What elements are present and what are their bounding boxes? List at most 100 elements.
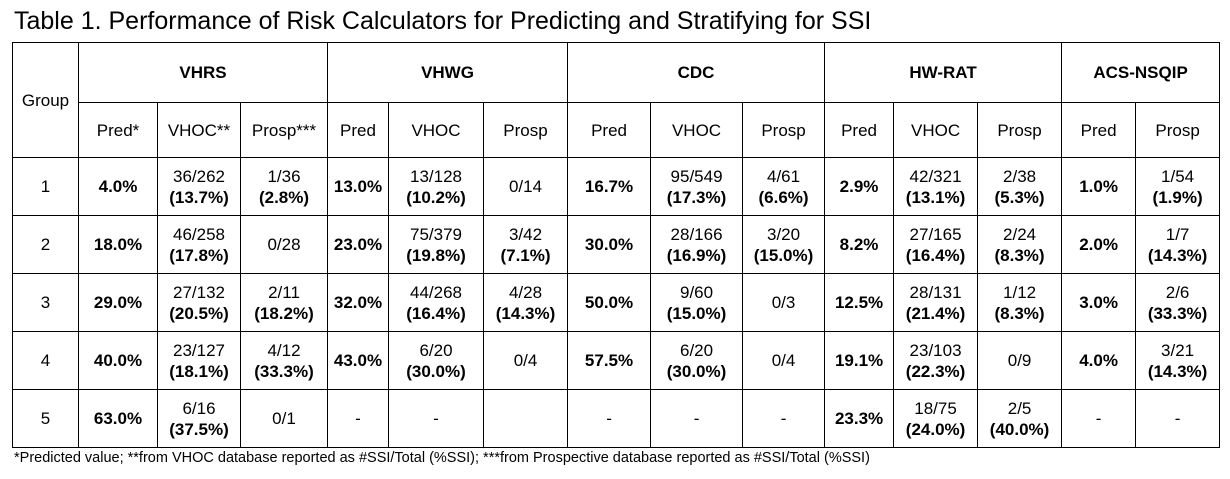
ssi-fraction: 0/9 bbox=[1007, 351, 1032, 370]
observed-value-cell: 0/28 bbox=[240, 215, 328, 274]
predicted-value-cell: 13.0% bbox=[327, 157, 389, 216]
ssi-percent: (30.0%) bbox=[666, 361, 727, 381]
observed-value-cell: 4/28 (14.3%) bbox=[482, 273, 569, 332]
observed-value-cell: 2/24 (8.3%) bbox=[977, 215, 1063, 274]
observed-value-cell: 1/12 (8.3%) bbox=[977, 273, 1063, 332]
observed-value-cell: - bbox=[388, 389, 484, 448]
calculator-header-acs-nsqip: ACS-NSQIP bbox=[1061, 42, 1221, 103]
ssi-percent: (18.2%) bbox=[254, 303, 314, 323]
observed-value-cell: 6/16 (37.5%) bbox=[157, 389, 241, 448]
ssi-fraction: 95/549 bbox=[670, 166, 723, 186]
risk-calculator-table: Group VHRS VHWG CDC HW-RAT ACS-NSQIP Pre… bbox=[12, 42, 1221, 448]
observed-value-cell: - bbox=[1135, 389, 1221, 448]
predicted-value-cell: 1.0% bbox=[1061, 157, 1137, 216]
ssi-fraction: 1/12 bbox=[1003, 282, 1037, 302]
ssi-fraction: 3/42 bbox=[508, 224, 543, 244]
calculator-header-vhrs: VHRS bbox=[78, 42, 328, 103]
ssi-percent: (14.3%) bbox=[495, 303, 556, 323]
subheader-cell: Prosp*** bbox=[240, 102, 328, 158]
ssi-percent: (13.1%) bbox=[905, 187, 966, 207]
observed-value-cell: 2/5 (40.0%) bbox=[977, 389, 1063, 448]
ssi-percent: (18.1%) bbox=[169, 361, 229, 381]
ssi-percent: (30.0%) bbox=[406, 361, 466, 381]
observed-value-cell: 42/321 (13.1%) bbox=[893, 157, 979, 216]
subheader-cell: Prosp bbox=[1135, 102, 1221, 158]
ssi-fraction: - bbox=[433, 409, 439, 428]
observed-value-cell: 0/14 bbox=[482, 157, 569, 216]
ssi-fraction: 36/262 bbox=[173, 166, 225, 186]
table-footnote: *Predicted value; **from VHOC database r… bbox=[14, 450, 870, 466]
observed-value-cell: 23/103 (22.3%) bbox=[893, 331, 979, 390]
ssi-fraction: - bbox=[780, 409, 787, 428]
observed-value-cell: 3/21 (14.3%) bbox=[1135, 331, 1221, 390]
ssi-percent: (13.7%) bbox=[169, 187, 229, 207]
ssi-fraction: 2/24 bbox=[1003, 224, 1037, 244]
ssi-percent: (21.4%) bbox=[905, 303, 966, 323]
predicted-value-cell: 3.0% bbox=[1061, 273, 1137, 332]
group-number-cell: 3 bbox=[12, 273, 79, 332]
predicted-value-cell: 4.0% bbox=[78, 157, 158, 216]
predicted-value-cell: 29.0% bbox=[78, 273, 158, 332]
observed-value-cell: 1/54 (1.9%) bbox=[1135, 157, 1221, 216]
calculator-header-vhwg: VHWG bbox=[326, 42, 569, 103]
group-number-cell: 5 bbox=[12, 389, 79, 448]
ssi-fraction: 0/3 bbox=[771, 293, 796, 312]
predicted-value-cell: 19.1% bbox=[824, 331, 895, 390]
subheader-cell: VHOC bbox=[893, 102, 979, 158]
predicted-value-cell: 50.0% bbox=[567, 273, 652, 332]
header-row-calculators: Group VHRS VHWG CDC HW-RAT ACS-NSQIP bbox=[12, 42, 1221, 158]
table-row: 5 63.0% 6/16 (37.5%) 0/1- - - - -23.3% 18/75 (24.0… bbox=[12, 389, 1221, 448]
group-number-cell: 1 bbox=[12, 157, 79, 216]
ssi-fraction: 44/268 bbox=[410, 282, 462, 302]
predicted-value-cell: 40.0% bbox=[78, 331, 158, 390]
ssi-fraction: 23/127 bbox=[173, 340, 225, 360]
ssi-fraction: 0/28 bbox=[267, 235, 301, 254]
ssi-fraction: 23/103 bbox=[909, 340, 962, 360]
observed-value-cell: 1/7 (14.3%) bbox=[1135, 215, 1221, 274]
subheader-cell: Pred bbox=[327, 102, 389, 158]
ssi-fraction: 46/258 bbox=[173, 224, 225, 244]
ssi-fraction: 6/20 bbox=[679, 340, 714, 360]
ssi-fraction: 4/28 bbox=[508, 282, 543, 302]
subheader-cell: Pred bbox=[824, 102, 895, 158]
ssi-percent: (6.6%) bbox=[758, 187, 809, 207]
observed-value-cell: 75/379 (19.8%) bbox=[388, 215, 484, 274]
ssi-percent: (16.4%) bbox=[905, 245, 966, 265]
observed-value-cell: 0/1 bbox=[240, 389, 328, 448]
observed-value-cell: 6/20 (30.0%) bbox=[650, 331, 744, 390]
ssi-fraction: 18/75 bbox=[914, 398, 957, 418]
table-row: 2 18.0% 46/258 (17.8%) 0/28 23.0% 75/379 (19.8%… bbox=[12, 215, 1221, 274]
observed-value-cell: 28/166 (16.9%) bbox=[650, 215, 744, 274]
predicted-value-cell: 30.0% bbox=[567, 215, 652, 274]
observed-value-cell: 36/262 (13.7%) bbox=[157, 157, 241, 216]
observed-value-cell: 3/42 (7.1%) bbox=[482, 215, 569, 274]
ssi-fraction: - bbox=[693, 409, 700, 428]
table-row: 4 40.0% 23/127 (18.1%) 4/12 (33.3%) 43.0% 6/20(… bbox=[12, 331, 1221, 390]
observed-value-cell: 18/75 (24.0%) bbox=[893, 389, 979, 448]
predicted-value-cell: 43.0% bbox=[327, 331, 389, 390]
ssi-percent: (19.8%) bbox=[406, 245, 466, 265]
observed-value-cell: 13/128 (10.2%) bbox=[388, 157, 484, 216]
ssi-percent: (14.3%) bbox=[1147, 245, 1208, 265]
observed-value-cell: 2/38 (5.3%) bbox=[977, 157, 1063, 216]
calculator-header-cdc: CDC bbox=[567, 42, 826, 103]
predicted-value-cell: 63.0% bbox=[78, 389, 158, 448]
ssi-fraction: 2/5 bbox=[1007, 398, 1032, 418]
subheader-cell: VHOC bbox=[388, 102, 484, 158]
ssi-fraction: 0/4 bbox=[771, 351, 796, 370]
ssi-fraction: 3/21 bbox=[1161, 340, 1195, 360]
observed-value-cell: 27/165 (16.4%) bbox=[893, 215, 979, 274]
ssi-fraction: 0/1 bbox=[272, 409, 296, 428]
ssi-fraction: 6/16 bbox=[182, 398, 216, 418]
ssi-fraction: 6/20 bbox=[419, 340, 453, 360]
table-title: Table 1. Performance of Risk Calculators… bbox=[14, 7, 872, 35]
subheader-cell: Pred bbox=[1061, 102, 1137, 158]
calculator-header-hw-rat: HW-RAT bbox=[824, 42, 1063, 103]
subheader-cell: Pred* bbox=[78, 102, 158, 158]
predicted-value-cell: 32.0% bbox=[327, 273, 389, 332]
subheader-cell: VHOC bbox=[650, 102, 744, 158]
observed-value-cell: 2/11 (18.2%) bbox=[240, 273, 328, 332]
observed-value-cell: 3/20 (15.0%) bbox=[742, 215, 826, 274]
predicted-value-cell: 23.0% bbox=[327, 215, 389, 274]
ssi-percent: (15.0%) bbox=[753, 245, 814, 265]
